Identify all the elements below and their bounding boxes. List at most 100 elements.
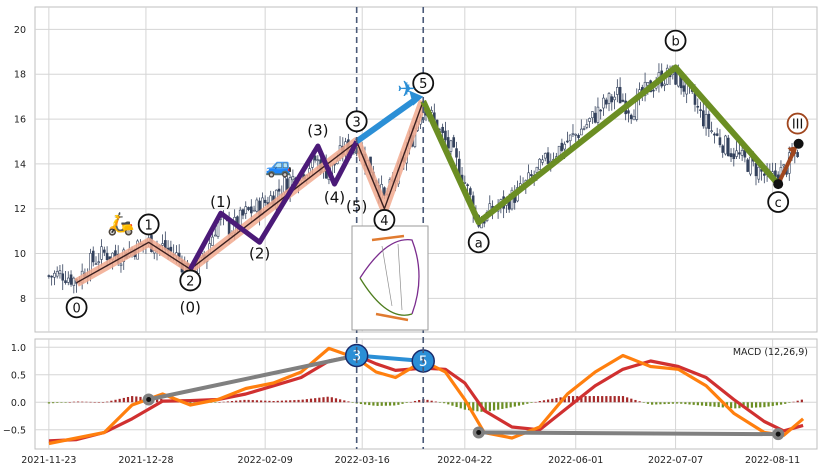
candle-body <box>252 209 256 212</box>
macd-histogram-bar <box>322 397 325 403</box>
macd-histogram-bar <box>700 402 704 406</box>
candle-body <box>593 112 597 123</box>
candle-body <box>724 135 727 155</box>
wave-label: b <box>671 35 679 50</box>
macd-histogram-bar <box>89 401 92 403</box>
macd-legend: MACD (12,26,9) <box>733 347 808 358</box>
candle-body <box>114 250 117 257</box>
candle-body <box>530 174 533 177</box>
macd-histogram-bar <box>409 401 412 403</box>
macd-histogram-bar <box>517 402 521 406</box>
wave-label-circle <box>65 296 88 319</box>
candle-body <box>53 272 56 278</box>
candle-body <box>238 209 242 227</box>
macd-histogram-bar <box>667 402 670 404</box>
macd-histogram-bar <box>455 402 458 408</box>
xtick-label: 2021-11-23 <box>21 455 76 466</box>
candle-body <box>291 176 295 181</box>
wave-label: 1 <box>145 218 153 233</box>
candle-body <box>715 133 719 136</box>
macd-histogram-bar <box>596 396 600 403</box>
candle-body <box>466 184 469 186</box>
wave-label: 2 <box>186 274 194 289</box>
candle-body <box>263 199 267 204</box>
candle-body <box>452 137 456 148</box>
macd-histogram-bar <box>372 402 375 406</box>
macd-histogram-bar <box>318 397 321 403</box>
macd-histogram-bar <box>505 402 508 409</box>
macd-histogram-bar <box>605 396 608 403</box>
macd-histogram-bar <box>580 396 583 403</box>
wave-label: (1) <box>210 193 231 211</box>
candle-body <box>211 236 214 246</box>
macd-histogram-bar <box>289 400 292 403</box>
candle-body <box>244 206 248 214</box>
candle-body <box>718 137 722 146</box>
candle-body <box>604 99 608 105</box>
xtick-label: 2022-08-11 <box>745 455 800 466</box>
macd-histogram-bar <box>655 402 658 405</box>
macd-histogram-bar <box>122 397 125 403</box>
candle-body <box>610 96 614 103</box>
macd-histogram-bar <box>118 398 121 403</box>
macd-histogram-bar <box>547 399 550 403</box>
macd-histogram-bar <box>280 400 284 403</box>
projection-arrowhead-brown <box>787 145 798 156</box>
macd-wave-marker-label: 3 <box>352 349 361 365</box>
candle-body <box>613 96 616 101</box>
macd-histogram-bar <box>526 402 529 404</box>
macd-histogram-bar <box>81 401 84 403</box>
pivot-dot <box>793 138 804 149</box>
macd-histogram-bar <box>642 402 645 403</box>
macd-histogram-bar <box>305 399 308 403</box>
macd-histogram-bar <box>359 402 363 405</box>
macd-histogram-bar <box>214 402 217 403</box>
candle-body <box>740 150 744 156</box>
macd-ytick-label: 0.5 <box>11 370 26 381</box>
macd-histogram-bar <box>401 402 404 404</box>
wave-label: 0 <box>72 301 80 316</box>
candle-body <box>763 173 766 176</box>
macd-histogram-bar <box>418 399 421 403</box>
macd-histogram-bar <box>210 402 213 403</box>
candle-body <box>696 105 700 108</box>
projection-arrowhead-blue <box>409 90 424 106</box>
candle-body <box>560 142 564 151</box>
candle-body <box>55 271 59 277</box>
macd-histogram-bar <box>268 400 271 403</box>
candle-body <box>796 152 799 158</box>
inset-curve <box>381 243 403 311</box>
candle-body <box>61 273 65 281</box>
macd-histogram-bar <box>156 398 159 403</box>
candle-body <box>646 82 650 86</box>
macd-histogram-bar <box>555 398 558 403</box>
macd-histogram-bar <box>68 402 71 403</box>
candle-body <box>726 137 730 157</box>
macd-histogram-bar <box>426 399 429 403</box>
macd-histogram-bar <box>767 402 770 407</box>
macd-signal-line <box>48 353 804 443</box>
annotations: 0 1 2 (0) (1) (2) (3) (4) (5) 3 4 5 a b c III 🛵 🚙 ✈ <box>65 7 809 449</box>
macd-histogram-bar <box>626 397 629 403</box>
macd-histogram-bar <box>47 402 51 404</box>
candle-body <box>616 87 619 95</box>
macd-histogram-bar <box>492 402 496 411</box>
macd-histogram-bar <box>800 399 803 403</box>
candle-body <box>249 206 253 214</box>
macd-histogram-bar <box>126 396 130 403</box>
macd-histogram-bar <box>393 402 396 406</box>
candle-body <box>574 134 578 136</box>
macd-histogram-bar <box>709 402 712 407</box>
candle-body <box>707 113 711 129</box>
candle-body <box>729 153 733 158</box>
macd-histogram-bar <box>646 402 650 404</box>
macd-histogram-bar <box>451 402 454 406</box>
macd-histogram-bar <box>730 402 733 409</box>
macd-histogram-bar <box>106 401 109 403</box>
candle-body <box>97 261 101 264</box>
macd-histogram-bar <box>301 399 304 403</box>
macd-histogram-bar <box>659 402 662 405</box>
candle-body <box>169 246 173 252</box>
candle-body <box>241 209 245 216</box>
